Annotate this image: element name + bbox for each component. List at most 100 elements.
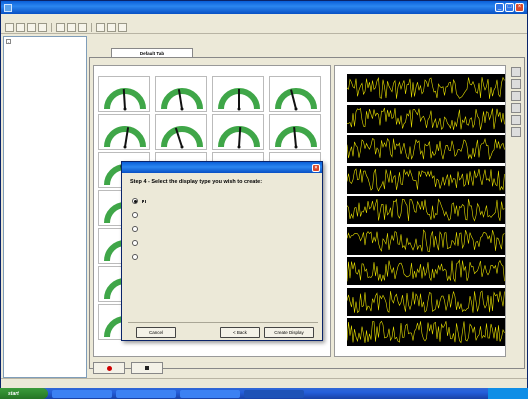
back-button[interactable]: < Back	[220, 327, 260, 338]
status-bar	[1, 378, 527, 388]
meter-needle	[238, 126, 242, 148]
display-type-option[interactable]	[132, 208, 146, 222]
meter-gauge[interactable]	[155, 76, 207, 112]
record-button[interactable]	[93, 362, 125, 374]
start-button[interactable]: start	[0, 388, 48, 399]
strip-chart[interactable]	[346, 257, 505, 285]
system-tray	[488, 388, 528, 399]
strip-trace	[346, 259, 505, 283]
print-icon[interactable]	[38, 23, 47, 32]
display-type-option[interactable]	[132, 250, 146, 264]
strip-chart[interactable]	[346, 318, 505, 346]
radio-button[interactable]	[132, 254, 138, 260]
strip-trace	[346, 320, 505, 344]
meter-gauge[interactable]	[212, 114, 264, 150]
recording-controls	[93, 361, 213, 375]
taskbar-item[interactable]	[244, 389, 304, 398]
display-type-option[interactable]	[132, 194, 146, 208]
toolbar-separator	[51, 23, 52, 32]
meter-needle	[174, 127, 183, 148]
main-window: _ □ × - Default Tab	[0, 0, 528, 388]
tool-icon[interactable]	[511, 91, 521, 101]
save-icon[interactable]	[27, 23, 36, 32]
strip-trace	[346, 228, 505, 252]
tool-strip	[509, 65, 523, 357]
meter-gauge[interactable]	[212, 76, 264, 112]
strip-chart[interactable]	[346, 165, 505, 194]
taskbar-item[interactable]	[52, 389, 112, 398]
maximize-button[interactable]: □	[505, 3, 514, 12]
dialog-separator	[128, 322, 318, 323]
meter-arc	[104, 88, 146, 110]
meter-gauge[interactable]	[98, 76, 150, 112]
meter-gauge[interactable]	[269, 76, 321, 112]
meter-arc	[218, 126, 260, 148]
app-icon	[4, 3, 12, 12]
stop-icon	[145, 366, 149, 370]
close-button[interactable]: ×	[515, 3, 524, 12]
meter-hub	[180, 145, 184, 149]
display-icon[interactable]	[96, 23, 105, 32]
meter-hub	[123, 107, 127, 111]
meter-gauge[interactable]	[155, 114, 207, 150]
strip-chart[interactable]	[346, 104, 505, 133]
radio-button[interactable]	[132, 240, 138, 246]
help-icon[interactable]	[118, 23, 127, 32]
taskbar-item[interactable]	[116, 389, 176, 398]
display-type-option[interactable]	[132, 236, 146, 250]
meter-gauge[interactable]	[98, 114, 150, 150]
tab-default[interactable]: Default Tab	[111, 48, 193, 58]
tool-icon[interactable]	[511, 115, 521, 125]
tool-icon[interactable]	[511, 127, 521, 137]
radio-button[interactable]	[132, 212, 138, 218]
new-file-icon[interactable]	[5, 23, 14, 32]
meter-gauge[interactable]	[269, 114, 321, 150]
meter-hub	[294, 107, 298, 111]
open-folder-icon[interactable]	[16, 23, 25, 32]
meter-hub	[237, 145, 241, 149]
meter-needle	[290, 89, 297, 110]
tool-icon[interactable]	[511, 103, 521, 113]
toolbar	[1, 22, 527, 34]
dialog-title-bar[interactable]: ×	[122, 162, 322, 173]
dialog-heading: Step 4 - Select the display type you wis…	[130, 179, 263, 185]
dialog-close-button[interactable]: ×	[312, 163, 320, 172]
strip-trace	[346, 137, 505, 160]
tool-icon[interactable]	[511, 79, 521, 89]
strip-chart[interactable]	[346, 287, 505, 316]
stop-button[interactable]	[131, 362, 163, 374]
strip-trace	[346, 107, 505, 130]
meter-needle	[293, 126, 297, 148]
strip-trace	[346, 167, 505, 192]
menu-bar	[1, 14, 527, 22]
tree-item[interactable]: -	[6, 39, 84, 45]
option-label	[142, 200, 146, 202]
minimize-button[interactable]: _	[495, 3, 504, 12]
radio-button[interactable]	[132, 226, 138, 232]
title-bar[interactable]: _ □ ×	[1, 1, 527, 14]
radio-button[interactable]	[132, 198, 138, 204]
meter-hub	[123, 145, 127, 149]
meter-needle	[122, 88, 126, 110]
cancel-button[interactable]: Cancel	[136, 327, 176, 338]
strip-trace	[346, 76, 505, 99]
grid-icon[interactable]	[107, 23, 116, 32]
strip-chart-panel	[334, 65, 506, 357]
taskbar-item[interactable]	[180, 389, 240, 398]
strip-chart[interactable]	[346, 226, 505, 255]
new-display-wizard: × Step 4 - Select the display type you w…	[121, 161, 323, 341]
display-type-option[interactable]	[132, 222, 146, 236]
strip-chart[interactable]	[346, 135, 505, 163]
project-tree[interactable]: -	[3, 36, 87, 378]
copy-icon[interactable]	[67, 23, 76, 32]
toolbar-separator	[91, 23, 92, 32]
cut-icon[interactable]	[56, 23, 65, 32]
create-display-button[interactable]: Create Display	[264, 327, 314, 338]
tool-icon[interactable]	[511, 67, 521, 77]
strip-chart[interactable]	[346, 196, 505, 224]
meter-arc	[275, 88, 317, 110]
strip-chart[interactable]	[346, 74, 505, 102]
collapse-icon[interactable]: -	[6, 39, 11, 45]
radio-selected-icon	[133, 199, 137, 203]
paste-icon[interactable]	[78, 23, 87, 32]
